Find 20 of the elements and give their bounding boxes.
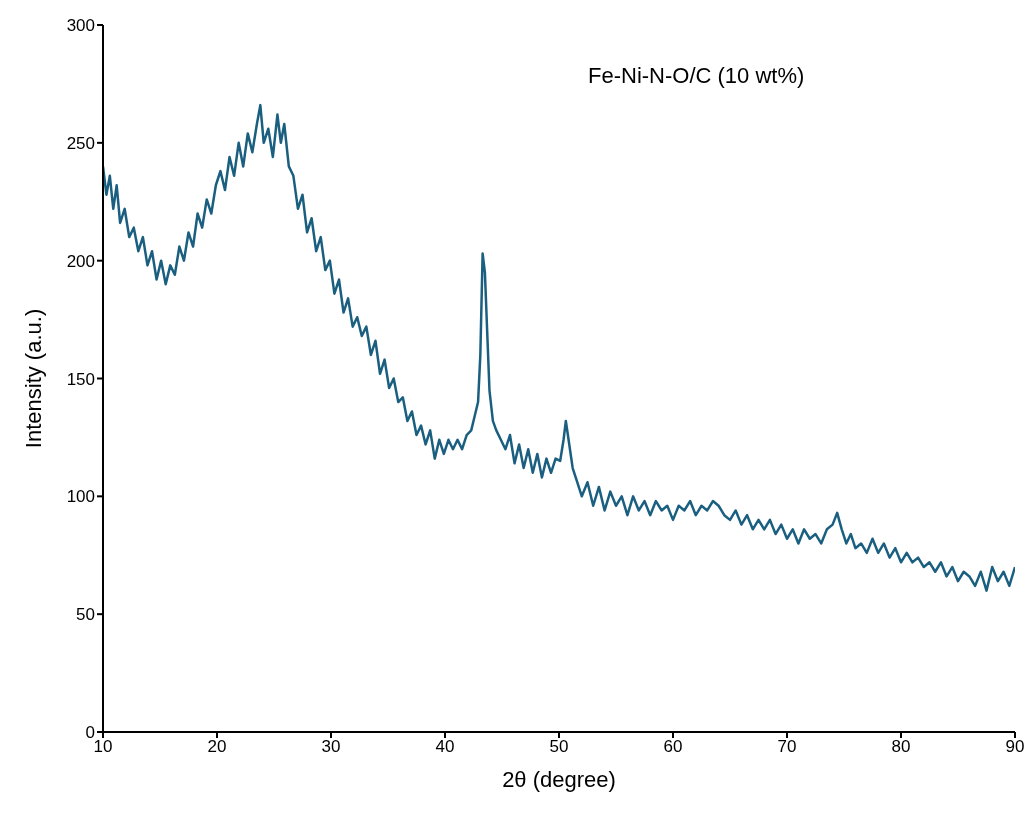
y-tick-label: 0	[85, 723, 95, 743]
x-tick-label: 30	[321, 737, 341, 757]
y-tick-label: 300	[66, 16, 95, 36]
x-tick-label: 60	[663, 737, 683, 757]
y-tick-label: 100	[66, 487, 95, 507]
y-tick-label: 250	[66, 133, 95, 153]
x-tick-label: 70	[777, 737, 797, 757]
x-tick-label: 80	[891, 737, 911, 757]
annotation: Fe-Ni-N-O/C (10 wt%)	[588, 63, 805, 89]
x-tick-label: 90	[1005, 737, 1025, 757]
y-axis-title: Intensity (a.u.)	[20, 308, 46, 449]
x-tick-label: 10	[93, 737, 113, 757]
y-tick-label: 150	[66, 369, 95, 389]
y-tick-label: 200	[66, 251, 95, 271]
x-tick-label: 40	[435, 737, 455, 757]
y-tick-label: 50	[76, 605, 95, 625]
line-series	[103, 103, 1015, 592]
x-tick-label: 50	[549, 737, 569, 757]
x-axis-title: 2θ (degree)	[502, 767, 616, 792]
x-tick-label: 20	[207, 737, 227, 757]
